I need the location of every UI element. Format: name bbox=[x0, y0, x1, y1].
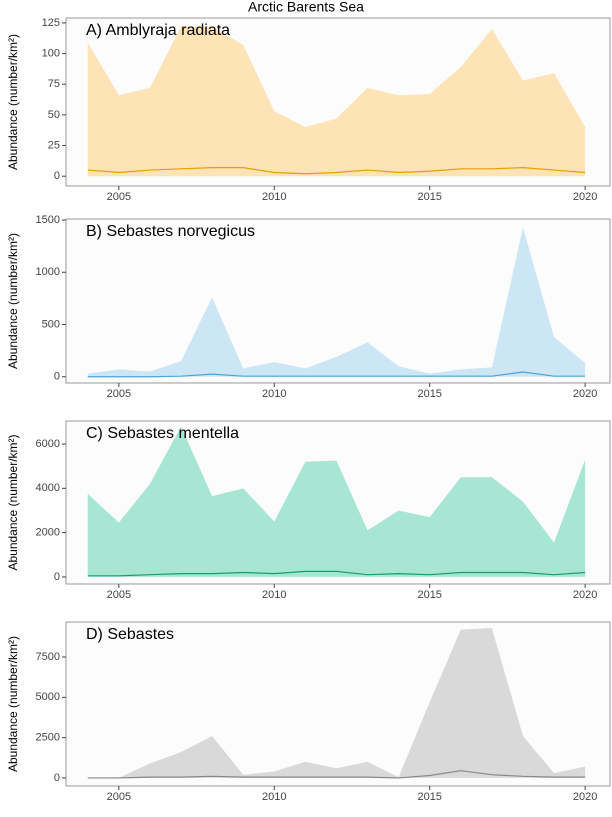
x-tick-label: 2020 bbox=[573, 191, 597, 203]
y-axis-label: Abundance (number/km²) bbox=[6, 233, 20, 369]
y-tick-label: 7500 bbox=[36, 651, 60, 663]
panel-title: A) Amblyraja radiata bbox=[86, 22, 230, 39]
y-tick-label: 50 bbox=[48, 109, 60, 121]
x-tick-label: 2005 bbox=[107, 388, 131, 400]
y-tick-label: 25 bbox=[48, 139, 60, 151]
y-tick-label: 0 bbox=[54, 571, 60, 583]
y-tick-label: 2500 bbox=[36, 732, 60, 744]
x-tick-label: 2005 bbox=[107, 191, 131, 203]
x-tick-label: 2020 bbox=[573, 791, 597, 803]
x-tick-label: 2015 bbox=[417, 791, 441, 803]
y-axis-label: Abundance (number/km²) bbox=[6, 636, 20, 772]
line bbox=[87, 570, 586, 577]
area bbox=[87, 26, 586, 177]
panel-title: D) Sebastes bbox=[86, 626, 174, 643]
x-tick-label: 2005 bbox=[107, 791, 131, 803]
line bbox=[87, 371, 586, 378]
x-tick-label: 2015 bbox=[417, 388, 441, 400]
x-tick-label: 2015 bbox=[417, 191, 441, 203]
y-tick-label: 6000 bbox=[36, 438, 60, 450]
area bbox=[87, 627, 586, 778]
panel-title: C) Sebastes mentella bbox=[86, 425, 239, 442]
y-tick-label: 100 bbox=[42, 47, 60, 59]
y-tick-label: 2000 bbox=[36, 527, 60, 539]
area bbox=[87, 227, 586, 377]
x-tick-label: 2010 bbox=[262, 388, 286, 400]
y-tick-label: 1000 bbox=[36, 266, 60, 278]
x-tick-label: 2015 bbox=[417, 589, 441, 601]
y-tick-label: 5000 bbox=[36, 691, 60, 703]
x-tick-label: 2010 bbox=[262, 191, 286, 203]
y-tick-label: 75 bbox=[48, 78, 60, 90]
line bbox=[87, 770, 586, 779]
x-tick-label: 2005 bbox=[107, 589, 131, 601]
x-tick-label: 2020 bbox=[573, 388, 597, 400]
area bbox=[87, 426, 586, 577]
y-tick-label: 0 bbox=[54, 772, 60, 784]
chart-title: Arctic Barents Sea bbox=[248, 0, 364, 15]
y-tick-label: 4000 bbox=[36, 482, 60, 494]
x-tick-label: 2020 bbox=[573, 589, 597, 601]
y-tick-label: 500 bbox=[42, 318, 60, 330]
panel-title: B) Sebastes norvegicus bbox=[86, 223, 255, 240]
line bbox=[87, 167, 586, 175]
y-tick-label: 0 bbox=[54, 371, 60, 383]
y-tick-label: 125 bbox=[42, 17, 60, 29]
x-tick-label: 2010 bbox=[262, 791, 286, 803]
y-tick-label: 0 bbox=[54, 170, 60, 182]
y-axis-label: Abundance (number/km²) bbox=[6, 434, 20, 570]
x-tick-label: 2010 bbox=[262, 589, 286, 601]
y-tick-label: 1500 bbox=[36, 214, 60, 226]
y-axis-label: Abundance (number/km²) bbox=[6, 34, 20, 170]
